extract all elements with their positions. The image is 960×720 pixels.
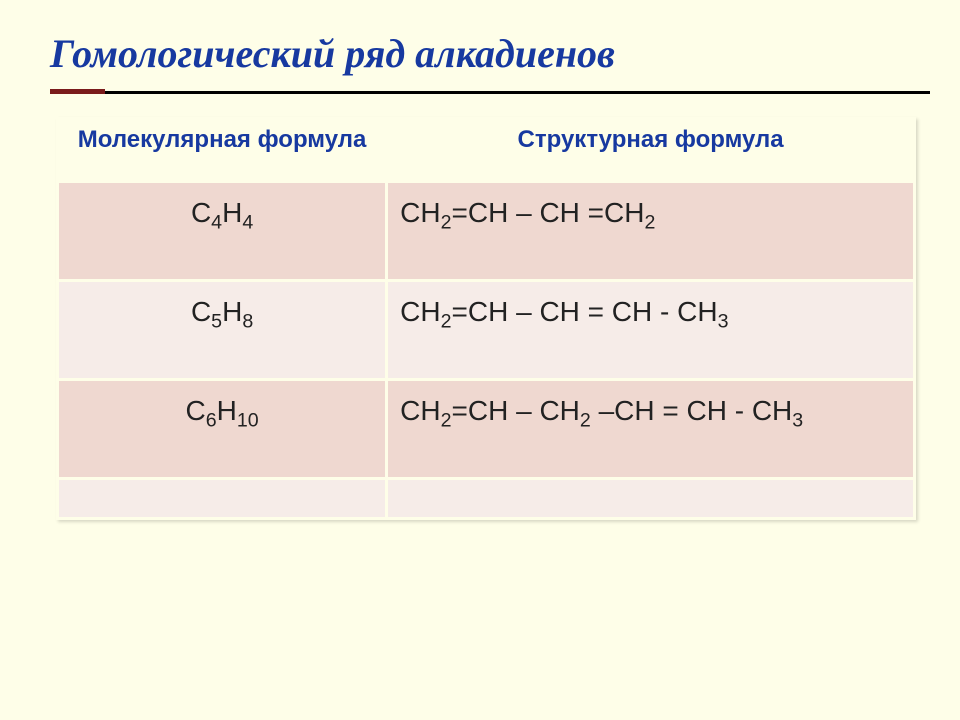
- table-row: C5H8 CH2=CH – CH = CH - CH3: [58, 281, 915, 380]
- table-header-row: Молекулярная формула Структурная формула: [58, 119, 915, 182]
- homolog-table: Молекулярная формула Структурная формула…: [56, 117, 916, 520]
- cell-structural: CH2=CH – CH = CH - CH3: [387, 281, 915, 380]
- table-row: C4H4 CH2=CH – CH =CH2: [58, 182, 915, 281]
- cell-structural: CH2=CH – CH =CH2: [387, 182, 915, 281]
- cell-molecular: C6H10: [58, 380, 387, 479]
- cell-structural: CH2=CH – CH2 –CH = CH - CH3: [387, 380, 915, 479]
- table-row-spacer: [58, 479, 915, 519]
- page-title: Гомологический ряд алкадиенов: [50, 30, 920, 77]
- table-row: C6H10 CH2=CH – CH2 –CH = CH - CH3: [58, 380, 915, 479]
- col-header-structural: Структурная формула: [387, 119, 915, 182]
- cell-empty: [387, 479, 915, 519]
- cell-empty: [58, 479, 387, 519]
- cell-molecular: C4H4: [58, 182, 387, 281]
- col-header-molecular: Молекулярная формула: [58, 119, 387, 182]
- cell-molecular: C5H8: [58, 281, 387, 380]
